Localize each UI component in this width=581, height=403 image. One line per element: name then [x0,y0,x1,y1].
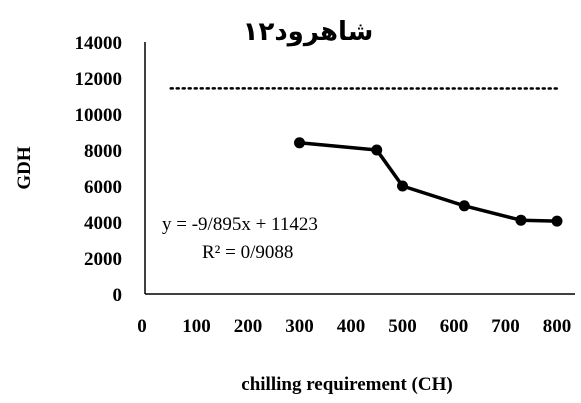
y-axis-title: GDH [14,146,35,190]
x-tick-label: 700 [491,316,520,337]
y-tick-label: 2000 [84,249,122,270]
x-axis-title: chilling requirement (CH) [241,374,452,395]
data-point [294,137,305,149]
data-point [458,200,470,212]
data-point [397,180,408,192]
y-tick-label: 0 [113,285,123,306]
x-tick-label: 200 [234,316,263,337]
y-tick-label: 14000 [75,33,123,54]
x-tick-labels: 0 100 200 300 400 500 600 700 800 [137,316,571,337]
y-tick-label: 8000 [84,141,122,162]
y-tick-label: 4000 [84,213,122,234]
y-tick-labels: 0 2000 4000 6000 8000 10000 12000 14000 [75,33,123,306]
series-line [299,141,558,223]
x-tick-label: 100 [182,316,211,337]
data-point [371,144,383,156]
trendline-equation: y = -9/895x + 11423 [162,214,318,235]
x-tick-label: 600 [440,316,469,337]
x-tick-label: 800 [543,316,572,337]
x-tick-label: 500 [388,316,417,337]
x-tick-label: 400 [337,316,366,337]
data-point [551,215,563,227]
data-points [294,137,563,227]
chart-title: شاهرود۱۲ [243,17,374,47]
y-tick-label: 10000 [75,105,123,126]
x-tick-label: 300 [285,316,314,337]
trendline-r-squared: R² = 0/9088 [202,242,293,263]
y-tick-label: 6000 [84,177,122,198]
data-point [515,214,527,226]
x-tick-label: 0 [137,316,147,337]
y-tick-label: 12000 [75,69,123,90]
